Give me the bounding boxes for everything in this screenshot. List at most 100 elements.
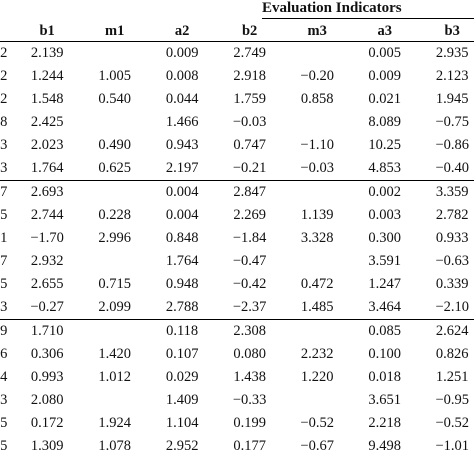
table-row: 5 1.309 1.078 2.952 0.177 −0.67 9.498 −1.01 — [0, 435, 474, 458]
value-cell: 0.172 — [30, 415, 64, 431]
value-cell: 1.244 — [30, 68, 64, 84]
value-cell: 0.044 — [165, 91, 199, 107]
value-cell: 0.826 — [435, 346, 469, 362]
value-cell: 3.328 — [300, 230, 334, 246]
table-row: 4 0.993 1.012 0.029 1.438 1.220 0.018 1.251 — [0, 366, 474, 389]
row-label-cell: 4 — [0, 369, 8, 385]
value-cell: 0.943 — [165, 137, 199, 153]
table-row: 2 2.139 0.009 2.749 0.005 2.935 — [0, 42, 474, 66]
value-cell — [80, 180, 149, 204]
value-cell: 4.853 — [368, 160, 401, 176]
value-cell: −0.63 — [435, 253, 469, 269]
column-header: a2 — [174, 22, 190, 39]
value-cell: 0.747 — [233, 137, 266, 153]
value-cell: −0.03 — [232, 114, 267, 130]
value-cell: 0.021 — [368, 91, 401, 107]
value-cell: −1.70 — [30, 230, 64, 246]
value-cell — [80, 319, 149, 343]
value-cell: 3.591 — [368, 253, 401, 269]
table-row: 3 2.080 1.409 −0.33 3.651 −0.95 — [0, 389, 474, 412]
column-header: b3 — [444, 22, 460, 39]
value-cell: 0.848 — [165, 230, 199, 246]
value-cell: 2.232 — [300, 346, 334, 362]
value-cell: 1.764 — [30, 160, 64, 176]
value-cell: −0.21 — [232, 160, 267, 176]
value-cell: −2.10 — [435, 299, 469, 315]
table-row: 7 2.693 0.004 2.847 0.002 3.359 — [0, 180, 474, 204]
value-cell — [283, 319, 351, 343]
value-cell: 1.247 — [368, 276, 401, 292]
value-cell: 1.251 — [435, 369, 469, 385]
value-cell: −0.27 — [30, 299, 64, 315]
column-header: b2 — [241, 22, 258, 39]
table-row: 3 1.764 0.625 2.197 −0.21 −0.03 4.853 −0.40 — [0, 157, 474, 181]
row-label-cell: 5 — [0, 415, 8, 431]
value-cell: 0.715 — [98, 276, 131, 292]
value-cell: −1.10 — [300, 137, 334, 153]
value-cell: −0.52 — [300, 415, 334, 431]
value-cell: 2.218 — [368, 415, 401, 431]
value-cell: 0.107 — [165, 346, 199, 362]
value-cell — [81, 42, 148, 66]
value-cell: 3.359 — [418, 180, 474, 204]
row-label-cell: 7 — [0, 180, 14, 204]
value-cell: 1.420 — [98, 346, 131, 362]
row-label-cell: 5 — [0, 207, 8, 223]
value-cell: 2.935 — [435, 45, 469, 61]
value-cell: 0.008 — [165, 68, 199, 84]
row-label-cell: 8 — [0, 114, 8, 130]
column-header: b1 — [39, 22, 55, 39]
table-row: 1 −1.70 2.996 0.848 −1.84 3.328 0.300 0.933 — [0, 227, 474, 250]
value-cell: 0.085 — [350, 319, 419, 343]
value-cell: 2.139 — [30, 45, 64, 61]
value-cell: 2.425 — [30, 114, 64, 130]
value-cell: 2.952 — [165, 438, 199, 454]
row-label-cell: 3 — [0, 160, 8, 176]
value-cell: 0.005 — [368, 45, 401, 61]
value-cell: 0.009 — [165, 45, 199, 61]
value-cell: 2.655 — [30, 276, 64, 292]
value-cell — [283, 180, 351, 204]
row-label-cell: 2 — [0, 91, 8, 107]
value-cell: 0.080 — [233, 346, 266, 362]
value-cell: 0.472 — [300, 276, 334, 292]
value-cell: 0.933 — [435, 230, 469, 246]
table-row: 5 2.655 0.715 0.948 −0.42 0.472 1.247 0.339 — [0, 273, 474, 296]
value-cell: 2.624 — [418, 319, 474, 343]
row-label-cell: 7 — [0, 253, 8, 269]
value-cell: 0.993 — [30, 369, 64, 385]
value-cell: 0.339 — [435, 276, 469, 292]
value-cell: 1.409 — [165, 392, 199, 408]
row-label-cell: 9 — [0, 319, 14, 343]
value-cell: 2.099 — [98, 299, 131, 315]
row-label-cell: 3 — [0, 392, 8, 408]
value-cell — [283, 42, 351, 66]
value-cell: 1.764 — [165, 253, 199, 269]
value-cell: 3.464 — [368, 299, 401, 315]
value-cell: 0.100 — [368, 346, 401, 362]
value-cell: 10.25 — [368, 137, 401, 153]
table-row: 2 1.244 1.005 0.008 2.918 −0.20 0.009 2.123 — [0, 65, 474, 88]
value-cell: 0.003 — [368, 207, 401, 223]
title-underline — [262, 18, 474, 19]
value-cell: 1.710 — [13, 319, 81, 343]
value-cell: 2.123 — [435, 68, 469, 84]
value-cell: 2.080 — [30, 392, 64, 408]
row-label-cell: 5 — [0, 438, 8, 454]
value-cell: −0.03 — [300, 160, 334, 176]
table-row: 2 1.548 0.540 0.044 1.759 0.858 0.021 1.945 — [0, 88, 474, 111]
table-row: 8 2.425 1.466 −0.03 8.089 −0.75 — [0, 111, 474, 134]
table-row: 3 −0.27 2.099 2.788 −2.37 1.485 3.464 −2.10 — [0, 296, 474, 320]
value-cell: 1.438 — [233, 369, 266, 385]
table-row: 5 2.744 0.228 0.004 2.269 1.139 0.003 2.782 — [0, 204, 474, 227]
value-cell: 1.078 — [98, 438, 131, 454]
column-header: m1 — [104, 22, 125, 39]
evaluation-table: b1 m1 a2 b2 m3 a3 b3 2 2.139 0.009 2.749 0.005 2.93… — [0, 21, 474, 458]
value-cell: 8.089 — [368, 114, 401, 130]
table-row: 9 1.710 0.118 2.308 0.085 2.624 — [0, 319, 474, 343]
value-cell: 0.540 — [98, 91, 131, 107]
value-cell: −0.86 — [435, 137, 469, 153]
value-cell: 0.858 — [300, 91, 334, 107]
value-cell — [283, 250, 351, 273]
value-cell — [283, 111, 351, 134]
